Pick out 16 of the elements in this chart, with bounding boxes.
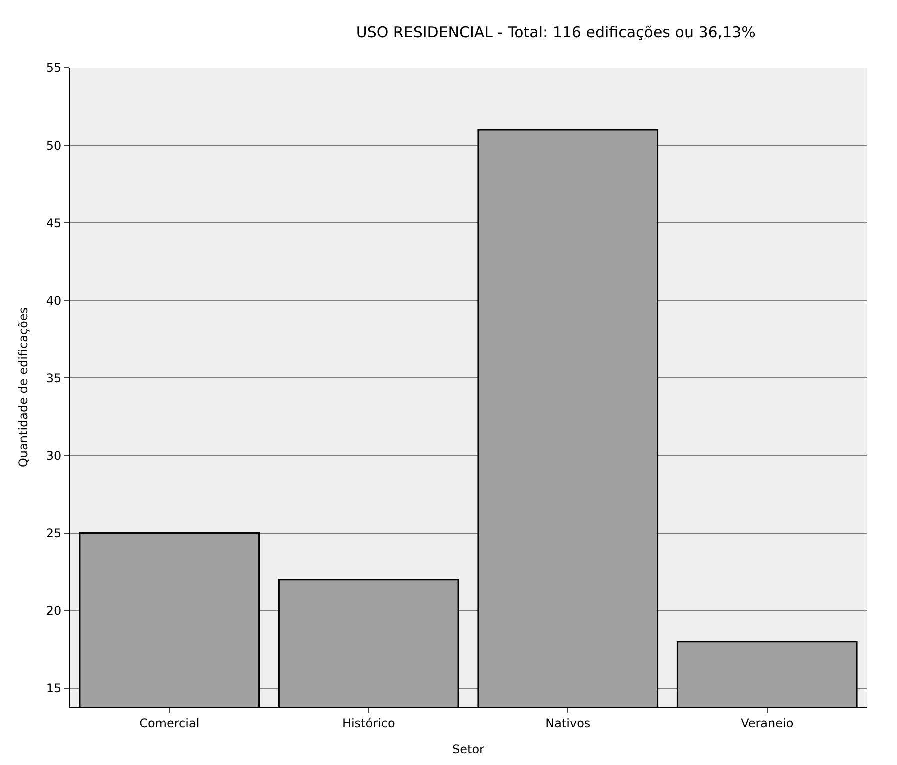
y-tick-label: 30	[46, 448, 62, 463]
y-tick-label: 15	[46, 682, 62, 696]
x-axis-title: Setor	[452, 742, 485, 756]
x-tick-label: Histórico	[342, 716, 396, 730]
y-tick-label: 50	[46, 138, 62, 153]
x-tick-label: Nativos	[546, 716, 591, 730]
y-tick-label: 25	[46, 526, 62, 540]
y-tick-label: 45	[46, 216, 62, 230]
y-tick-label: 20	[46, 604, 62, 618]
y-tick-label: 35	[46, 371, 62, 386]
x-tick-label: Comercial	[140, 716, 200, 730]
y-tick-label: 40	[46, 294, 62, 308]
x-tick-label: Veraneio	[741, 716, 794, 730]
y-tick-label: 55	[46, 61, 62, 76]
chart-title: USO RESIDENCIAL - Total: 116 edificações ou 36,13%	[356, 23, 756, 42]
y-axis-title: Quantidade de edificações	[16, 307, 31, 468]
